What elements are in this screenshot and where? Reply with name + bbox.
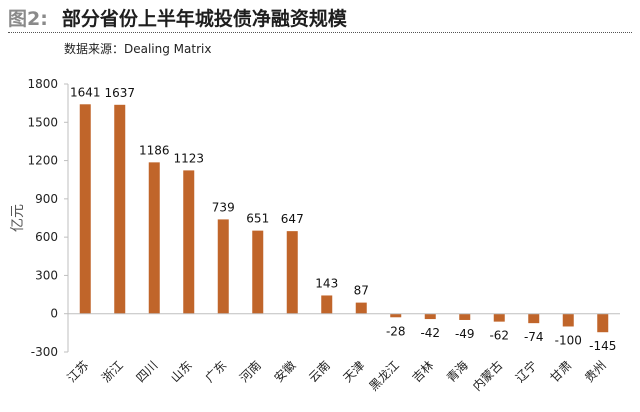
data-label: -28 [386,324,406,338]
data-label: -74 [524,330,544,344]
category-label: 云南 [305,358,333,386]
bar [355,302,367,314]
figure-header: 图2: 部分省份上半年城投债净融资规模 数据来源：Dealing Matrix [0,0,640,56]
bar [321,295,333,314]
data-label: 647 [281,212,304,226]
y-tick-label: 1500 [27,115,58,129]
category-label: 天津 [340,358,367,385]
y-tick-label: 900 [35,192,58,206]
y-axis: -300 0 300 600 900 1200 1500 1800 [27,77,69,359]
bar [183,170,195,314]
data-label: -100 [555,333,582,347]
category-label: 内蒙古 [469,358,505,394]
x-axis-categories: 江苏 浙江 四川 山东 广东 河南 安徽 云南 天津 黑龙江 吉林 青海 内蒙古 辽宁 甘肃 贵州 [64,358,608,394]
category-label: 山东 [168,358,195,385]
y-tick-label: 0 [50,307,58,321]
header-divider [8,32,632,33]
category-label: 广东 [202,358,229,385]
y-tick-label: -300 [31,345,58,359]
data-label: 1641 [70,85,101,99]
data-label: 1186 [139,143,170,157]
y-axis-label: 亿元 [10,204,26,232]
figure-source: 数据来源：Dealing Matrix [64,42,212,56]
data-label: 739 [212,200,235,214]
bar [286,231,298,314]
y-tick-label: 1200 [27,154,58,168]
category-label: 安徽 [271,358,299,386]
category-label: 黑龙江 [367,358,402,393]
bar [217,219,229,314]
data-label: -62 [489,329,509,343]
category-label: 贵州 [582,358,609,385]
bar [424,313,436,320]
figure-label: 图2: [8,7,48,30]
category-label: 河南 [236,358,264,386]
category-label: 辽宁 [512,358,540,386]
category-label: 浙江 [99,358,126,385]
data-label: -145 [589,339,616,353]
category-label: 吉林 [409,358,436,385]
figure-title-row: 图2: 部分省份上半年城投债净融资规模 [8,4,347,30]
category-label: 江苏 [64,358,91,385]
category-label: 甘肃 [547,358,574,385]
data-label: -49 [455,327,475,341]
category-label: 四川 [133,358,160,385]
bars [79,104,609,333]
bar [252,230,264,314]
bar [114,104,126,314]
data-label: 1123 [173,151,204,165]
bar [390,313,402,318]
bar [459,313,471,320]
bar [528,313,540,324]
category-label: 青海 [443,358,471,386]
bar [148,162,160,314]
y-tick-label: 600 [35,230,58,244]
bar [79,104,91,314]
y-tick-label: 300 [35,268,58,282]
data-label: 1637 [104,86,135,100]
data-label: -42 [420,326,440,340]
bar [597,313,609,333]
bar [493,313,505,322]
data-label: 87 [354,284,369,298]
bar [562,313,574,327]
figure-title: 部分省份上半年城投债净融资规模 [61,7,347,30]
y-tick-label: 1800 [27,77,58,91]
data-label: 143 [315,276,338,290]
data-label: 651 [246,212,269,226]
